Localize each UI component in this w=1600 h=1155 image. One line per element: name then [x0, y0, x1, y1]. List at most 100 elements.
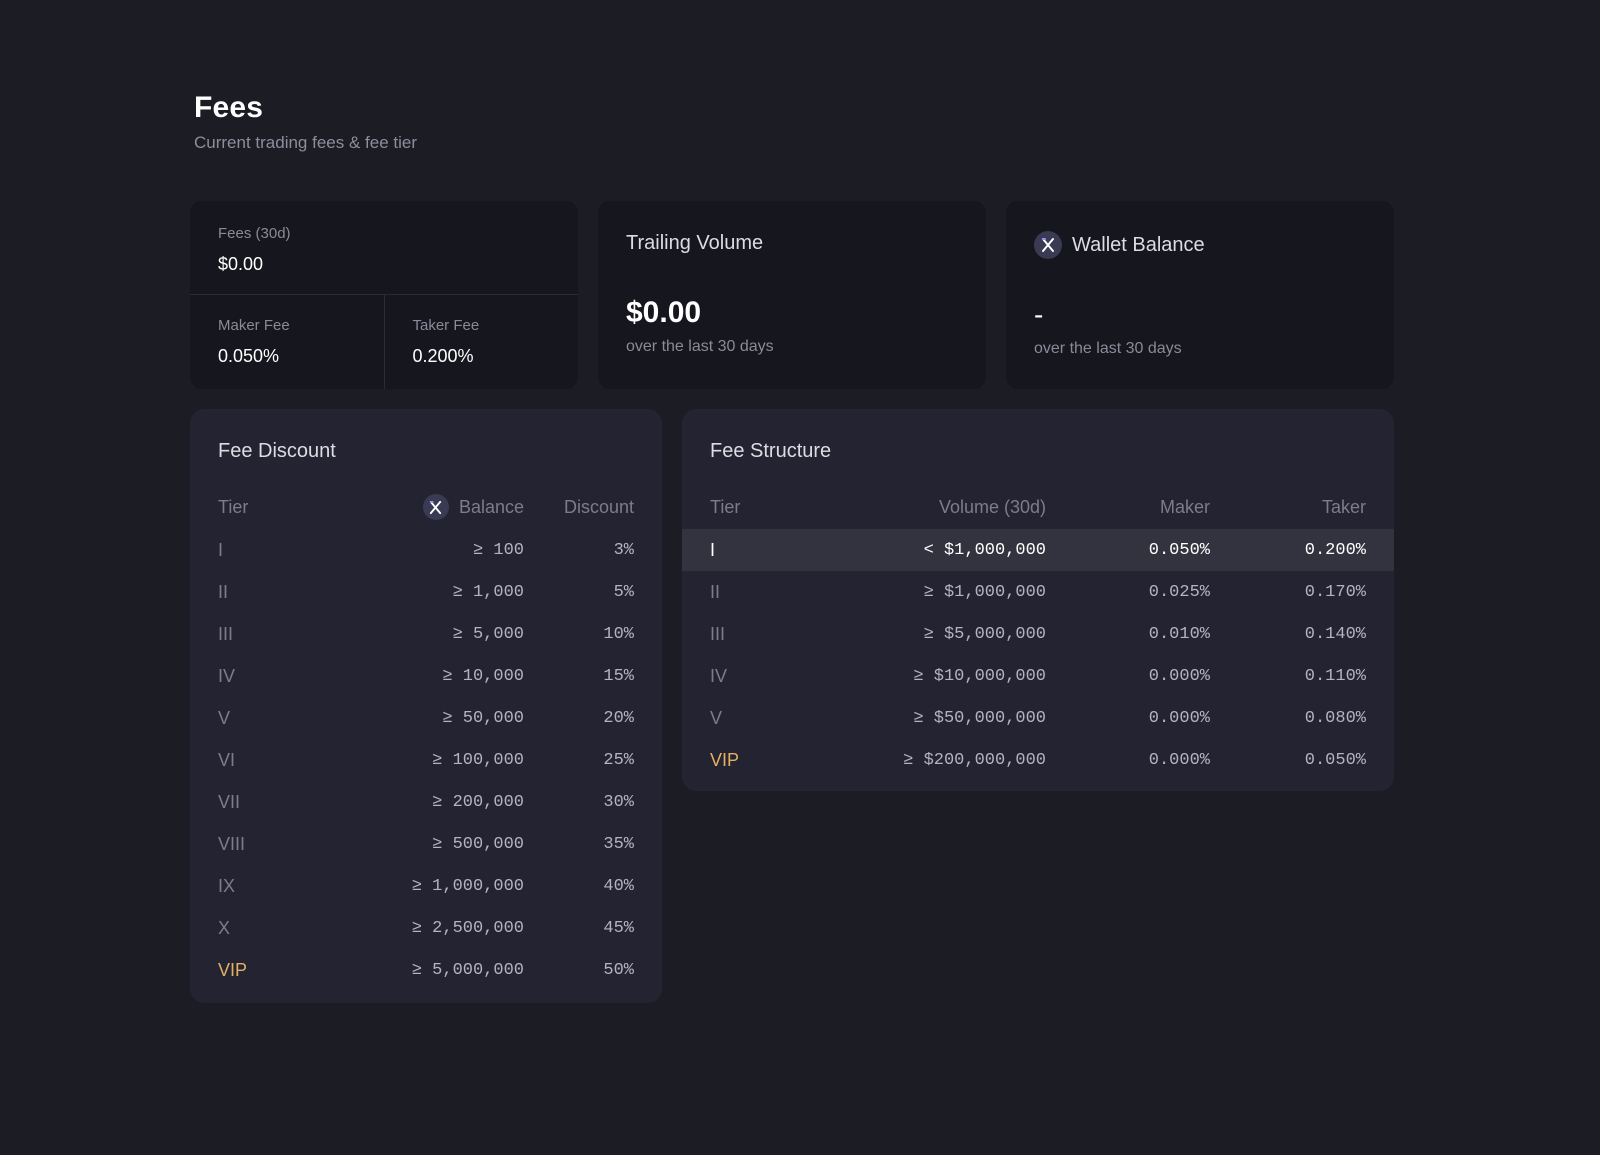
structure-tier-cell: I: [710, 539, 716, 560]
discount-percent-cell: 40%: [603, 876, 634, 896]
maker-fee-value: 0.050%: [218, 346, 280, 366]
fee-discount-row: III ≥ 5,000 10%: [190, 613, 662, 655]
discount-tier-cell: VII: [218, 791, 241, 812]
trailing-volume-sub: over the last 30 days: [626, 338, 774, 355]
structure-maker-cell: 0.010%: [1148, 624, 1210, 644]
structure-maker-cell: 0.000%: [1148, 750, 1210, 770]
structure-volume-header: Volume (30d): [938, 496, 1046, 517]
structure-taker-cell: 0.080%: [1304, 708, 1366, 728]
structure-volume-cell: ≥ $1,000,000: [923, 582, 1046, 602]
discount-tier-cell: I: [218, 539, 224, 560]
fee-discount-panel: Fee Discount Tier Balance Discount I ≥ 10…: [190, 409, 662, 1003]
discount-tier-cell: X: [218, 917, 231, 938]
structure-volume-cell: ≥ $50,000,000: [913, 708, 1046, 728]
wallet-balance-value: -: [1034, 299, 1044, 330]
discount-tier-cell: VI: [218, 749, 236, 770]
structure-volume-cell: < $1,000,000: [923, 540, 1046, 560]
taker-fee-label: Taker Fee: [412, 317, 480, 334]
structure-tier-cell: V: [710, 707, 723, 728]
fee-discount-row: IV ≥ 10,000 15%: [190, 655, 662, 697]
wallet-balance-sub: over the last 30 days: [1034, 340, 1182, 357]
discount-tier-cell: II: [218, 581, 229, 602]
structure-tier-header: Tier: [710, 496, 741, 517]
structure-volume-cell: ≥ $10,000,000: [913, 666, 1046, 686]
discount-tier-cell: VIP: [218, 959, 248, 980]
discount-balance-cell: ≥ 100: [472, 540, 524, 560]
fee-discount-row: VII ≥ 200,000 30%: [190, 781, 662, 823]
discount-tier-cell: III: [218, 623, 234, 644]
fee-structure-row-current: I < $1,000,000 0.050% 0.200%: [682, 529, 1394, 571]
discount-balance-cell: ≥ 5,000: [452, 624, 524, 644]
fee-rates-section: Maker Fee 0.050% Taker Fee 0.200%: [190, 295, 578, 389]
fee-discount-row: VIP ≥ 5,000,000 50%: [190, 949, 662, 991]
discount-percent-cell: 35%: [603, 834, 634, 854]
fee-discount-row: X ≥ 2,500,000 45%: [190, 907, 662, 949]
structure-taker-header: Taker: [1321, 496, 1366, 517]
discount-percent-cell: 3%: [613, 540, 634, 560]
fee-discount-row: VIII ≥ 500,000 35%: [190, 823, 662, 865]
trailing-volume-value: $0.00: [626, 296, 702, 329]
page-subtitle: Current trading fees & fee tier: [194, 133, 418, 152]
discount-tier-cell: IV: [218, 665, 236, 686]
discount-balance-cell: ≥ 500,000: [432, 834, 524, 854]
discount-tier-cell: V: [218, 707, 231, 728]
fee-structure-header-row: Tier Volume (30d) Maker Taker: [682, 485, 1394, 529]
structure-maker-header: Maker: [1159, 496, 1210, 517]
discount-percent-cell: 30%: [603, 792, 634, 812]
structure-maker-cell: 0.000%: [1148, 666, 1210, 686]
maker-fee-label: Maker Fee: [218, 317, 290, 334]
discount-percent-cell: 25%: [603, 750, 634, 770]
structure-volume-cell: ≥ $5,000,000: [923, 624, 1046, 644]
discount-percent-cell: 5%: [613, 582, 634, 602]
trailing-volume-title: Trailing Volume: [626, 232, 764, 254]
fees-summary-card: Fees (30d) $0.00 Maker Fee 0.050% Taker …: [190, 201, 578, 389]
fee-discount-row: II ≥ 1,000 5%: [190, 571, 662, 613]
fee-discount-row: VI ≥ 100,000 25%: [190, 739, 662, 781]
discount-discount-header: Discount: [563, 496, 634, 517]
structure-taker-cell: 0.110%: [1304, 666, 1366, 686]
discount-balance-cell: ≥ 2,500,000: [411, 918, 524, 938]
discount-percent-cell: 10%: [603, 624, 634, 644]
taker-fee-value: 0.200%: [412, 346, 474, 366]
discount-balance-cell: ≥ 50,000: [442, 708, 524, 728]
x-token-icon: [422, 494, 449, 520]
structure-maker-cell: 0.050%: [1148, 540, 1210, 560]
discount-balance-cell: ≥ 1,000: [452, 582, 524, 602]
fees-30d-value: $0.00: [218, 254, 264, 274]
fee-discount-row: V ≥ 50,000 20%: [190, 697, 662, 739]
fees-30d-section: Fees (30d) $0.00: [190, 201, 578, 295]
fee-discount-header-row: Tier Balance Discount: [190, 485, 662, 529]
fee-discount-table: Tier Balance Discount I ≥ 100 3% II ≥ 1,000 5…: [190, 485, 662, 991]
structure-tier-cell: III: [710, 623, 726, 644]
discount-tier-cell: IX: [218, 875, 236, 896]
discount-percent-cell: 15%: [603, 666, 634, 686]
structure-taker-cell: 0.200%: [1304, 540, 1366, 560]
structure-taker-cell: 0.140%: [1304, 624, 1366, 644]
fees-30d-label: Fees (30d): [218, 225, 291, 242]
wallet-balance-card: Wallet Balance - over the last 30 days: [1006, 201, 1394, 389]
structure-tier-cell: VIP: [710, 749, 740, 770]
discount-percent-cell: 45%: [603, 918, 634, 938]
wallet-balance-title: Wallet Balance: [1072, 234, 1205, 256]
maker-fee-section: Maker Fee 0.050%: [190, 295, 384, 389]
fee-discount-title: Fee Discount: [218, 440, 336, 462]
trailing-volume-card: Trailing Volume $0.00 over the last 30 d…: [598, 201, 986, 389]
discount-balance-cell: ≥ 1,000,000: [411, 876, 524, 896]
fee-discount-row: IX ≥ 1,000,000 40%: [190, 865, 662, 907]
wallet-balance-header: Wallet Balance: [1034, 231, 1366, 259]
fee-structure-table: Tier Volume (30d) Maker Taker I < $1,000,…: [682, 485, 1394, 781]
discount-balance-header-label: Balance: [458, 496, 524, 517]
structure-volume-cell: ≥ $200,000,000: [903, 750, 1046, 770]
structure-tier-cell: IV: [710, 665, 728, 686]
fee-structure-row: VIP ≥ $200,000,000 0.000% 0.050%: [682, 739, 1394, 781]
fee-structure-panel: Fee Structure Tier Volume (30d) Maker Ta…: [682, 409, 1394, 791]
discount-balance-cell: ≥ 5,000,000: [411, 960, 524, 980]
discount-percent-cell: 20%: [603, 708, 634, 728]
fee-structure-row: II ≥ $1,000,000 0.025% 0.170%: [682, 571, 1394, 613]
fee-discount-row: I ≥ 100 3%: [190, 529, 662, 571]
discount-tier-cell: VIII: [218, 833, 246, 854]
structure-tier-cell: II: [710, 581, 721, 602]
fee-structure-title: Fee Structure: [710, 440, 832, 462]
structure-taker-cell: 0.170%: [1304, 582, 1366, 602]
page-header: Fees Current trading fees & fee tier: [194, 90, 417, 154]
